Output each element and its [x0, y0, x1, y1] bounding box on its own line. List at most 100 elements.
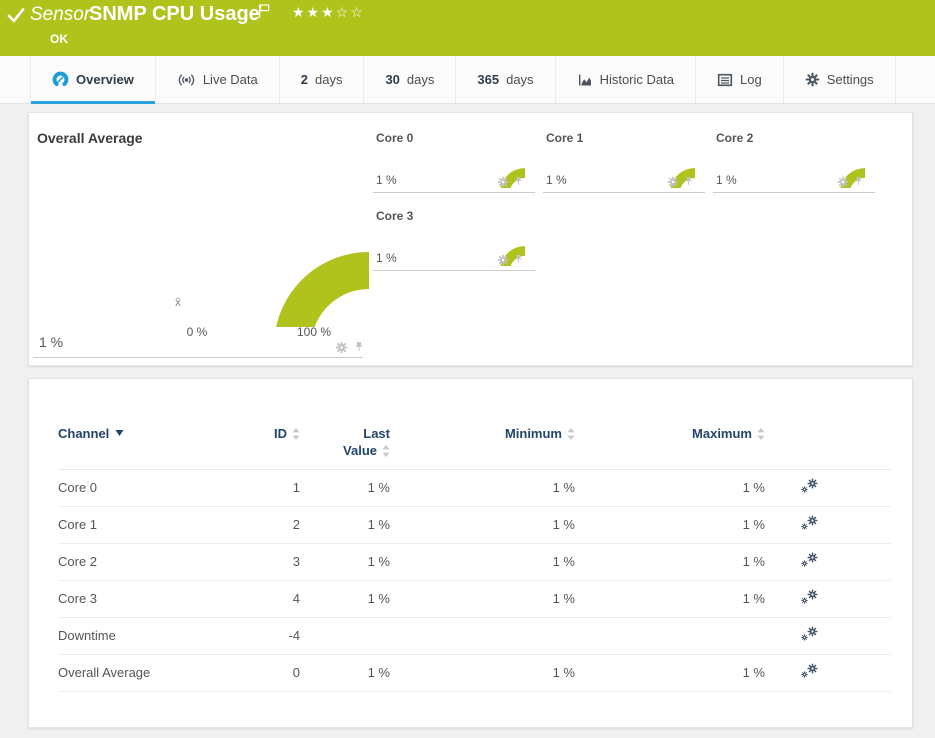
channel-maximum: 1 % [575, 543, 765, 581]
tab-log[interactable]: Log [696, 56, 784, 103]
tab-settings[interactable]: Settings [784, 56, 896, 103]
tab-2-days-label: days [314, 72, 343, 87]
channel-settings-gears-icon[interactable] [801, 663, 819, 679]
column-header-channel[interactable]: Channel [58, 423, 243, 470]
tab-overview[interactable]: Overview [30, 56, 156, 104]
tab-30-days-number: 30 [385, 72, 400, 87]
tab-365-days-number: 365 [477, 72, 500, 87]
channel-last-value: 1 % [300, 469, 390, 507]
core-gauge-cell: Core 3 1 % [373, 201, 535, 271]
channel-name: Downtime [58, 617, 243, 655]
tab-2-days-number: 2 [300, 72, 308, 87]
channel-name: Core 1 [58, 506, 243, 544]
channel-last-value: 1 % [300, 654, 390, 692]
sort-descending-icon[interactable] [115, 430, 124, 436]
tab-365-days-label: days [506, 72, 534, 87]
tab-settings-label: Settings [826, 72, 874, 87]
channel-id: 3 [243, 543, 300, 581]
column-header-minimum[interactable]: Minimum [390, 423, 575, 470]
sensor-header: Sensor SNMP CPU Usage ★★★☆☆ OK [0, 0, 935, 56]
table-row: Overall Average 0 1 % 1 % 1 % [58, 654, 891, 692]
channel-last-value: 1 % [300, 543, 390, 581]
column-header-last-value[interactable]: Last Value [300, 423, 390, 470]
table-row: Core 1 2 1 % 1 % 1 % [58, 506, 891, 544]
core-label: Core 1 [546, 131, 584, 145]
channel-last-value [300, 617, 390, 655]
channel-minimum: 1 % [390, 543, 575, 581]
tab-30-days-label: days [406, 72, 435, 87]
gear-icon [805, 72, 820, 87]
status-badge: OK [50, 32, 68, 46]
gauge-pin-icon[interactable] [683, 176, 694, 187]
channel-id: 4 [243, 580, 300, 618]
column-header-maximum[interactable]: Maximum [575, 423, 765, 470]
channel-settings-gears-icon[interactable] [801, 478, 819, 494]
channel-minimum: 1 % [390, 506, 575, 544]
channel-maximum: 1 % [575, 469, 765, 507]
tab-365-days[interactable]: 365 days [456, 56, 556, 103]
channel-settings-gears-icon[interactable] [801, 626, 819, 642]
gauge-pin-icon[interactable] [353, 341, 365, 353]
core-gauge-cell: Core 0 1 % [373, 123, 535, 193]
historic-chart-icon [577, 72, 593, 88]
gauge-settings-gear-icon[interactable] [667, 176, 679, 188]
channel-maximum [575, 617, 765, 655]
table-row: Core 0 1 1 % 1 % 1 % [58, 469, 891, 507]
channels-table: Channel ID Last Value Minimum Maximum [58, 423, 891, 692]
channels-panel: Channel ID Last Value Minimum Maximum [28, 378, 913, 728]
tab-overview-label: Overview [76, 72, 134, 87]
gauge-scale-min: 0 % [186, 325, 208, 339]
tab-bar: Overview Live Data 2 days 30 days 365 da… [0, 56, 935, 104]
channel-name: Core 2 [58, 543, 243, 581]
column-header-id[interactable]: ID [243, 423, 300, 470]
table-row: Downtime -4 [58, 617, 891, 655]
overall-average-gauge: x̄ [149, 127, 369, 327]
priority-stars[interactable]: ★★★☆☆ [292, 4, 365, 20]
channel-settings-gears-icon[interactable] [801, 589, 819, 605]
channel-maximum: 1 % [575, 654, 765, 692]
table-row: Core 3 4 1 % 1 % 1 % [58, 580, 891, 618]
channel-name: Core 3 [58, 580, 243, 618]
tab-historic-data-label: Historic Data [599, 72, 674, 87]
core-gauge-cell: Core 1 1 % [543, 123, 705, 193]
live-data-icon [177, 73, 196, 87]
channel-minimum: 1 % [390, 580, 575, 618]
gauge-dial [149, 127, 369, 327]
tab-historic-data[interactable]: Historic Data [556, 56, 696, 103]
sort-icon[interactable] [382, 445, 390, 457]
sort-icon[interactable] [757, 428, 765, 440]
gauges-panel: Overall Average x̄ 0 % 100 % 1 % Core 0 … [28, 112, 913, 366]
core-value: 1 % [716, 173, 737, 187]
gauge-pin-icon[interactable] [513, 254, 524, 265]
channel-last-value: 1 % [300, 506, 390, 544]
status-ok-check-icon [7, 8, 25, 23]
gauge-settings-gear-icon[interactable] [497, 176, 509, 188]
gauge-settings-gear-icon[interactable] [497, 254, 509, 266]
gauge-settings-gear-icon[interactable] [837, 176, 849, 188]
channel-settings-gears-icon[interactable] [801, 552, 819, 568]
gauge-settings-gear-icon[interactable] [335, 341, 348, 354]
channel-name: Overall Average [58, 654, 243, 692]
channel-maximum: 1 % [575, 506, 765, 544]
channel-name: Core 0 [58, 469, 243, 507]
flag-icon[interactable] [258, 4, 270, 18]
gauge-icon [52, 71, 69, 88]
channel-id: 0 [243, 654, 300, 692]
tab-30-days[interactable]: 30 days [364, 56, 457, 103]
tab-live-data[interactable]: Live Data [156, 56, 280, 103]
channel-id: 1 [243, 469, 300, 507]
core-value: 1 % [546, 173, 567, 187]
overall-average-label: Overall Average [37, 130, 143, 146]
tab-2-days[interactable]: 2 days [280, 56, 365, 103]
channel-minimum: 1 % [390, 469, 575, 507]
tab-log-label: Log [739, 72, 762, 87]
channel-last-value: 1 % [300, 580, 390, 618]
gauge-pin-icon[interactable] [513, 176, 524, 187]
gauge-pin-icon[interactable] [853, 176, 864, 187]
channel-minimum: 1 % [390, 654, 575, 692]
log-icon [717, 73, 733, 87]
core-gauge-cell: Core 2 1 % [713, 123, 875, 193]
channel-settings-gears-icon[interactable] [801, 515, 819, 531]
sort-icon[interactable] [567, 428, 575, 440]
sort-icon[interactable] [292, 428, 300, 440]
